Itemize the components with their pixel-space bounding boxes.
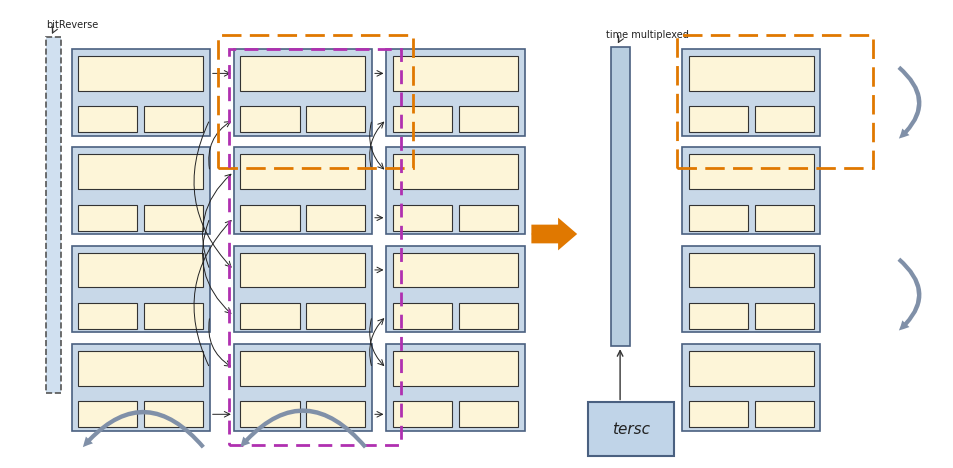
Bar bbox=[144, 303, 203, 329]
Bar bbox=[240, 56, 365, 91]
Text: tersc: tersc bbox=[611, 422, 649, 437]
Bar bbox=[78, 253, 203, 287]
Bar bbox=[229, 49, 400, 445]
Bar bbox=[78, 303, 137, 329]
Bar bbox=[386, 246, 524, 332]
FancyArrowPatch shape bbox=[83, 410, 205, 448]
Bar bbox=[393, 154, 517, 189]
Bar bbox=[754, 205, 813, 231]
Bar bbox=[688, 351, 813, 386]
Bar bbox=[233, 49, 372, 136]
Bar bbox=[688, 154, 813, 189]
Bar bbox=[393, 351, 517, 386]
Bar bbox=[386, 49, 524, 136]
Bar bbox=[78, 107, 137, 132]
Bar bbox=[688, 107, 747, 132]
Bar bbox=[240, 154, 365, 189]
Bar bbox=[677, 35, 872, 168]
Bar bbox=[587, 402, 673, 456]
Bar bbox=[754, 303, 813, 329]
Bar bbox=[71, 246, 210, 332]
Bar bbox=[144, 205, 203, 231]
Bar bbox=[71, 344, 210, 431]
Bar bbox=[144, 107, 203, 132]
Bar bbox=[386, 344, 524, 431]
Bar bbox=[754, 107, 813, 132]
Bar bbox=[240, 401, 299, 427]
Bar bbox=[78, 351, 203, 386]
Bar bbox=[144, 401, 203, 427]
Bar bbox=[393, 56, 517, 91]
Bar bbox=[240, 107, 299, 132]
Bar bbox=[306, 303, 365, 329]
Bar bbox=[688, 56, 813, 91]
Bar bbox=[71, 49, 210, 136]
Bar bbox=[78, 205, 137, 231]
Bar bbox=[233, 147, 372, 234]
Bar bbox=[78, 56, 203, 91]
Bar bbox=[78, 401, 137, 427]
Bar bbox=[78, 154, 203, 189]
Bar bbox=[233, 246, 372, 332]
Bar bbox=[458, 401, 517, 427]
Bar bbox=[71, 147, 210, 234]
Bar bbox=[393, 303, 452, 329]
FancyArrowPatch shape bbox=[897, 66, 921, 139]
Bar bbox=[393, 401, 452, 427]
Bar bbox=[393, 107, 452, 132]
Bar bbox=[458, 205, 517, 231]
Bar bbox=[240, 205, 299, 231]
Bar bbox=[688, 303, 747, 329]
Bar bbox=[306, 205, 365, 231]
Bar bbox=[240, 303, 299, 329]
Text: time multiplexed: time multiplexed bbox=[605, 30, 688, 40]
Bar bbox=[688, 253, 813, 287]
Bar bbox=[217, 35, 413, 168]
Bar bbox=[681, 246, 820, 332]
Bar bbox=[393, 205, 452, 231]
Polygon shape bbox=[531, 218, 577, 250]
Bar bbox=[681, 344, 820, 431]
Bar bbox=[681, 49, 820, 136]
Bar bbox=[306, 401, 365, 427]
Bar bbox=[306, 107, 365, 132]
Bar bbox=[754, 401, 813, 427]
Bar bbox=[681, 147, 820, 234]
FancyArrowPatch shape bbox=[897, 258, 921, 330]
Bar bbox=[46, 37, 61, 393]
Bar bbox=[610, 47, 629, 346]
Bar bbox=[233, 344, 372, 431]
Bar bbox=[458, 303, 517, 329]
Bar bbox=[688, 401, 747, 427]
Bar bbox=[688, 205, 747, 231]
Bar bbox=[393, 253, 517, 287]
Bar bbox=[240, 351, 365, 386]
FancyArrowPatch shape bbox=[240, 409, 367, 448]
Bar bbox=[458, 107, 517, 132]
Text: bitReverse: bitReverse bbox=[46, 21, 98, 30]
Bar bbox=[386, 147, 524, 234]
Bar bbox=[240, 253, 365, 287]
